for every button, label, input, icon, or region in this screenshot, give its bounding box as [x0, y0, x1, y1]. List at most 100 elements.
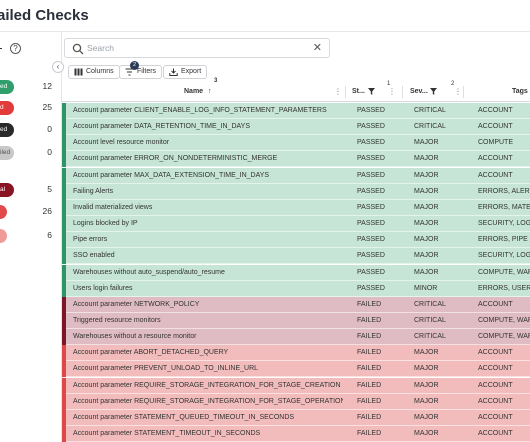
- cell-status: FAILED: [357, 300, 382, 308]
- cell-tags: ACCOUNT: [478, 107, 513, 114]
- stat-count: 0: [47, 147, 52, 157]
- table-row[interactable]: Account parameter ERROR_ON_NONDETERMINIS…: [62, 151, 530, 168]
- status-filter-icon[interactable]: [368, 88, 375, 95]
- cell-tags: ACCOUNT: [478, 397, 513, 405]
- search-placeholder: Search: [87, 43, 114, 53]
- table-row[interactable]: Account level resource monitor PASSED MAJO…: [62, 135, 530, 152]
- sidebar-stat-row[interactable]: ed 0: [0, 123, 62, 139]
- cell-severity: CRITICAL: [414, 333, 446, 341]
- cell-name: SSO enabled: [73, 252, 115, 260]
- cell-tags: ACCOUNT: [478, 413, 513, 421]
- table-row[interactable]: Pipe errors PASSED MAJOR ERRORS, PIPE: [62, 232, 530, 249]
- cell-status: PASSED: [357, 284, 385, 292]
- export-button[interactable]: Export: [163, 65, 208, 79]
- cell-tags: ACCOUNT: [478, 349, 513, 357]
- table-row[interactable]: Account parameter ABORT_DETACHED_QUERY FA…: [62, 345, 530, 362]
- cell-status: FAILED: [357, 430, 382, 437]
- column-separator[interactable]: [345, 86, 346, 98]
- severity-filter-icon[interactable]: [430, 88, 437, 95]
- cell-tags: ERRORS, ALERTS: [478, 187, 530, 195]
- row-status-accent: [62, 103, 66, 119]
- column-header-severity[interactable]: Sev...: [410, 82, 428, 102]
- cell-name: Account parameter STATEMENT_TIMEOUT_IN_S…: [73, 430, 261, 437]
- table-row[interactable]: Users login failures PASSED MINOR ERRORS, U…: [62, 280, 530, 297]
- table-row[interactable]: Warehouses without a resource monitor FAI…: [62, 329, 530, 346]
- table-row[interactable]: Logins blocked by IP PASSED MAJOR SECURITY,…: [62, 216, 530, 233]
- status-pill: ed: [0, 80, 14, 94]
- cell-severity: MAJOR: [414, 430, 439, 437]
- columns-button[interactable]: Columns: [68, 65, 120, 79]
- sidebar-stat-row[interactable]: d 25: [0, 101, 62, 117]
- cell-severity: MINOR: [414, 284, 438, 292]
- cell-severity: MAJOR: [414, 413, 439, 421]
- table-row[interactable]: Account parameter DATA_RETENTION_TIME_IN…: [62, 119, 530, 136]
- row-status-accent: [62, 216, 66, 233]
- cell-severity: MAJOR: [414, 220, 439, 228]
- row-status-accent: [62, 232, 66, 249]
- severity-column-menu-icon[interactable]: ⋮: [454, 87, 462, 96]
- row-status-accent: [62, 329, 66, 346]
- table-row[interactable]: Failing Alerts PASSED MAJOR ERRORS, ALERTS: [62, 183, 530, 200]
- column-separator[interactable]: [463, 86, 464, 98]
- column-header-tags[interactable]: Tags: [512, 82, 528, 102]
- status-pill: [0, 229, 7, 243]
- name-column-menu-icon[interactable]: ⋮: [334, 87, 342, 96]
- cell-severity: CRITICAL: [414, 316, 446, 324]
- cell-status: PASSED: [357, 155, 385, 163]
- sidebar: ? ‹ ed 12 d 25 ed 0 iled 0 al 5 26 6: [0, 32, 64, 442]
- cell-status: PASSED: [357, 252, 385, 260]
- sidebar-stat-row[interactable]: 26: [0, 205, 62, 221]
- cell-tags: ACCOUNT: [478, 155, 513, 163]
- column-header-name[interactable]: Name ↑ 3: [184, 78, 217, 102]
- table-row[interactable]: Account parameter NETWORK_POLICY FAILED CR…: [62, 296, 530, 313]
- cell-status: PASSED: [357, 171, 385, 179]
- row-status-accent: [62, 345, 66, 362]
- cell-severity: MAJOR: [414, 155, 439, 163]
- table-row[interactable]: Account parameter REQUIRE_STORAGE_INTEGR…: [62, 393, 530, 410]
- table-row[interactable]: Account parameter STATEMENT_QUEUED_TIMEO…: [62, 409, 530, 426]
- row-status-accent: [62, 312, 66, 329]
- status-column-menu-icon[interactable]: ⋮: [388, 87, 396, 96]
- cell-name: Account parameter ABORT_DETACHED_QUERY: [73, 349, 229, 357]
- status-pill: al: [0, 183, 14, 197]
- row-status-accent: [62, 393, 66, 410]
- filters-button[interactable]: 2 Filters: [119, 61, 163, 79]
- cell-status: FAILED: [357, 413, 382, 421]
- filters-label: Filters: [137, 68, 157, 75]
- table-row[interactable]: Triggered resource monitors FAILED CRITICA…: [62, 312, 530, 329]
- column-name-label: Name: [184, 88, 204, 95]
- table-row[interactable]: Account parameter PREVENT_UNLOAD_TO_INLI…: [62, 361, 530, 378]
- cell-name: Triggered resource monitors: [73, 316, 161, 324]
- cell-tags: COMPUTE, WARE: [478, 333, 530, 341]
- cell-status: FAILED: [357, 349, 382, 357]
- column-separator[interactable]: [402, 86, 403, 98]
- table-row[interactable]: Account parameter STATEMENT_TIMEOUT_IN_S…: [62, 426, 530, 442]
- cell-name: Account parameter DATA_RETENTION_TIME_IN…: [73, 123, 250, 131]
- sidebar-stat-row[interactable]: ed 12: [0, 80, 62, 96]
- cell-status: PASSED: [357, 187, 385, 195]
- sidebar-stat-row[interactable]: al 5: [0, 183, 62, 199]
- table-row[interactable]: Account parameter MAX_DATA_EXTENSION_TIM…: [62, 167, 530, 184]
- search-icon: [72, 43, 84, 55]
- cell-name: Account parameter CLIENT_ENABLE_LOG_INFO…: [73, 107, 327, 114]
- sidebar-stat-row[interactable]: 6: [0, 229, 62, 245]
- search-input[interactable]: Search ✕: [64, 38, 330, 58]
- clear-search-icon[interactable]: ✕: [312, 42, 322, 54]
- help-icon[interactable]: ?: [10, 43, 21, 54]
- column-header-status[interactable]: St...: [352, 82, 365, 102]
- collapse-sidebar-button[interactable]: ‹: [52, 61, 64, 73]
- table-row[interactable]: Invalid materialized views PASSED MAJOR ERR…: [62, 199, 530, 216]
- table-row[interactable]: SSO enabled PASSED MAJOR SECURITY, LOGIN: [62, 248, 530, 265]
- cell-tags: ACCOUNT: [478, 365, 513, 373]
- sidebar-stat-row[interactable]: iled 0: [0, 146, 62, 162]
- cell-status: PASSED: [357, 268, 385, 276]
- cell-name: Logins blocked by IP: [73, 220, 138, 228]
- cell-severity: MAJOR: [414, 203, 439, 211]
- cell-severity: MAJOR: [414, 397, 439, 405]
- name-sort-rank: 3: [214, 78, 218, 84]
- cell-tags: ACCOUNT: [478, 381, 513, 389]
- table-row[interactable]: Account parameter REQUIRE_STORAGE_INTEGR…: [62, 377, 530, 394]
- table-row[interactable]: Warehouses without auto_suspend/auto_res…: [62, 264, 530, 281]
- cell-tags: SECURITY, LOGIN: [478, 220, 530, 228]
- table-row[interactable]: Account parameter CLIENT_ENABLE_LOG_INFO…: [62, 103, 530, 119]
